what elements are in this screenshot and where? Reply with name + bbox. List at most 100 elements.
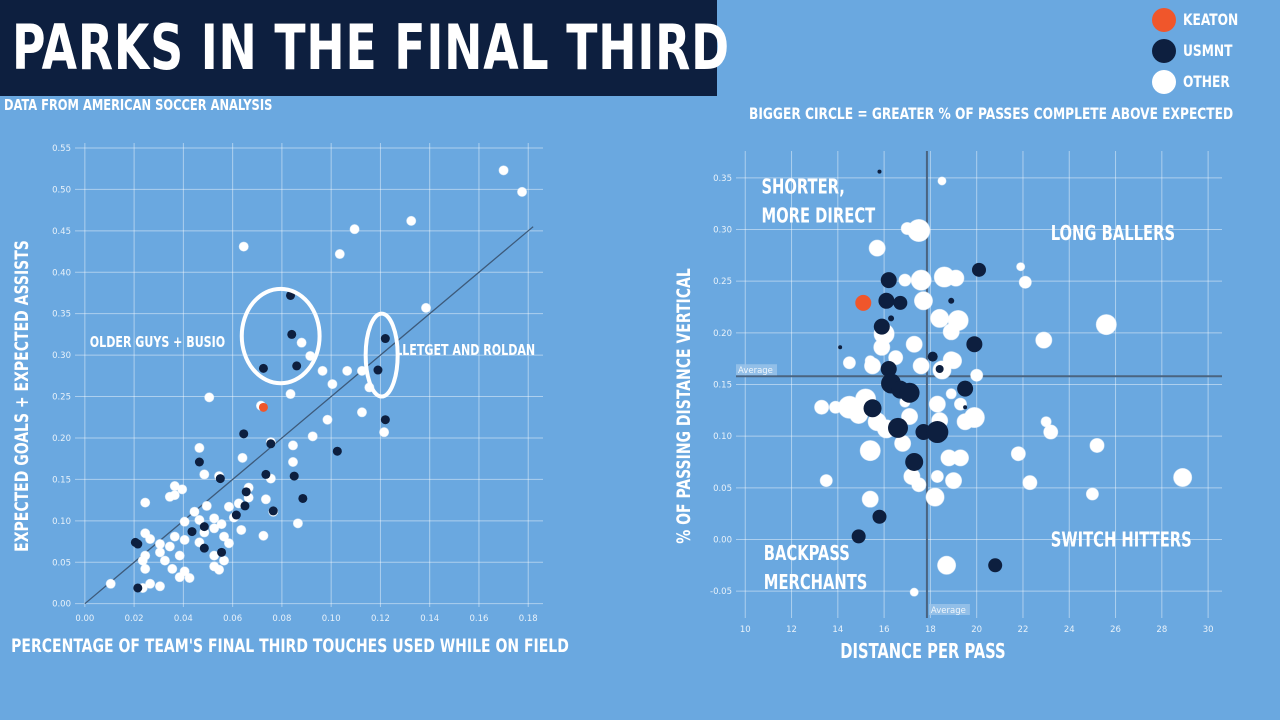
data-point-other <box>154 547 165 558</box>
x-tick-label: 0.10 <box>322 614 341 624</box>
data-point-usmnt <box>298 493 308 503</box>
data-point-usmnt <box>863 399 882 418</box>
data-point-usmnt <box>286 290 296 300</box>
data-point-usmnt <box>261 469 271 479</box>
x-tick-label: 12 <box>786 625 797 635</box>
data-point-other <box>194 442 205 453</box>
x-tick-label: 28 <box>1156 625 1167 635</box>
data-point-other <box>910 269 932 291</box>
data-point-other <box>945 388 957 400</box>
data-point-other <box>177 484 188 495</box>
data-point-usmnt <box>888 417 908 438</box>
legend-label-usmnt: USMNT <box>1183 41 1233 60</box>
data-point-usmnt <box>948 297 955 304</box>
data-point-usmnt <box>873 318 890 335</box>
data-point-other <box>201 500 212 511</box>
data-point-other <box>159 555 170 566</box>
data-point-other <box>873 338 891 356</box>
quadrant-label: LONG BALLERS <box>1051 222 1175 245</box>
data-point-other <box>814 399 830 415</box>
data-point-other <box>219 555 230 566</box>
x-tick-label: 24 <box>1064 625 1075 635</box>
data-point-usmnt <box>373 365 383 375</box>
data-point-other <box>296 337 307 348</box>
data-point-other <box>819 474 833 488</box>
data-point-usmnt <box>927 351 938 362</box>
data-point-other <box>970 368 984 382</box>
data-point-other <box>900 221 914 235</box>
data-point-usmnt <box>380 415 390 425</box>
data-point-other <box>174 572 185 583</box>
y-tick-label: 0.30 <box>52 351 71 361</box>
y-tick-label: 0.15 <box>713 381 732 391</box>
legend-label-other: OTHER <box>1183 72 1230 91</box>
data-point-other <box>356 407 367 418</box>
data-point-other <box>901 408 919 426</box>
annotation-label: LLETGET AND ROLDAN <box>395 342 535 359</box>
data-point-usmnt <box>292 361 302 371</box>
page-title: PARKS IN THE FINAL THIRD <box>12 11 730 84</box>
annotation-label: OLDER GUYS + BUSIO <box>90 334 225 351</box>
data-point-usmnt <box>258 363 268 373</box>
data-point-other <box>219 531 230 542</box>
data-point-usmnt <box>215 474 225 484</box>
data-point-other <box>223 538 234 549</box>
y-tick-label: -0.05 <box>710 587 732 597</box>
data-point-other <box>179 534 190 545</box>
y-tick-label: 0.25 <box>52 393 71 403</box>
data-point-other <box>1095 314 1117 336</box>
data-point-other <box>829 400 843 414</box>
y-tick-label: 0.45 <box>52 227 71 237</box>
average-label-y: Average <box>738 366 773 376</box>
title-banner: PARKS IN THE FINAL THIRD <box>0 0 729 96</box>
data-point-usmnt <box>380 334 390 344</box>
data-point-usmnt <box>266 439 276 449</box>
data-point-usmnt <box>888 315 895 322</box>
data-point-usmnt <box>133 583 143 593</box>
data-point-usmnt <box>217 547 227 557</box>
data-point-usmnt <box>838 345 843 350</box>
y-axis-title: EXPECTED GOALS + EXPECTED ASSISTS <box>12 240 34 552</box>
y-tick-label: 0.10 <box>713 432 732 442</box>
x-tick-label: 0.08 <box>272 614 291 624</box>
data-point-other <box>1089 437 1105 453</box>
data-point-usmnt <box>878 292 895 309</box>
legend-marker-keaton <box>1152 8 1176 32</box>
y-tick-label: 0.00 <box>713 535 732 545</box>
data-point-keaton <box>258 402 268 412</box>
y-tick-label: 0.20 <box>713 329 732 339</box>
x-tick-label: 20 <box>971 625 982 635</box>
quadrant-label: SWITCH HITTERS <box>1051 529 1192 552</box>
data-point-other <box>1018 275 1032 289</box>
data-point-other <box>930 469 944 483</box>
data-point-other <box>287 457 298 467</box>
data-point-other <box>842 356 856 370</box>
data-point-usmnt <box>972 262 986 277</box>
data-point-other <box>1035 331 1053 349</box>
y-tick-label: 0.50 <box>52 185 71 195</box>
data-point-other <box>194 515 205 525</box>
data-point-usmnt <box>957 380 974 397</box>
y-axis-title: % OF PASSING DISTANCE VERTICAL <box>674 268 696 544</box>
data-point-other <box>260 494 271 505</box>
data-point-other <box>937 176 947 186</box>
x-axis-title: DISTANCE PER PASS <box>840 641 1005 664</box>
data-point-other <box>322 414 333 425</box>
data-point-other <box>868 239 886 257</box>
data-point-other <box>912 357 930 375</box>
data-point-usmnt <box>963 405 968 410</box>
data-point-other <box>498 165 509 176</box>
highlight-ellipse <box>363 311 400 399</box>
legend-label-keaton: KEATON <box>1183 10 1239 29</box>
average-tag-x <box>928 604 970 615</box>
data-point-other <box>864 355 876 367</box>
data-point-other <box>307 431 318 442</box>
y-tick-label: 0.05 <box>713 484 732 494</box>
data-point-other <box>317 365 328 376</box>
x-tick-label: 0.02 <box>125 614 144 624</box>
data-point-other <box>963 407 985 429</box>
data-point-other <box>1040 416 1052 428</box>
data-point-other <box>942 323 960 341</box>
data-point-other <box>911 477 927 493</box>
